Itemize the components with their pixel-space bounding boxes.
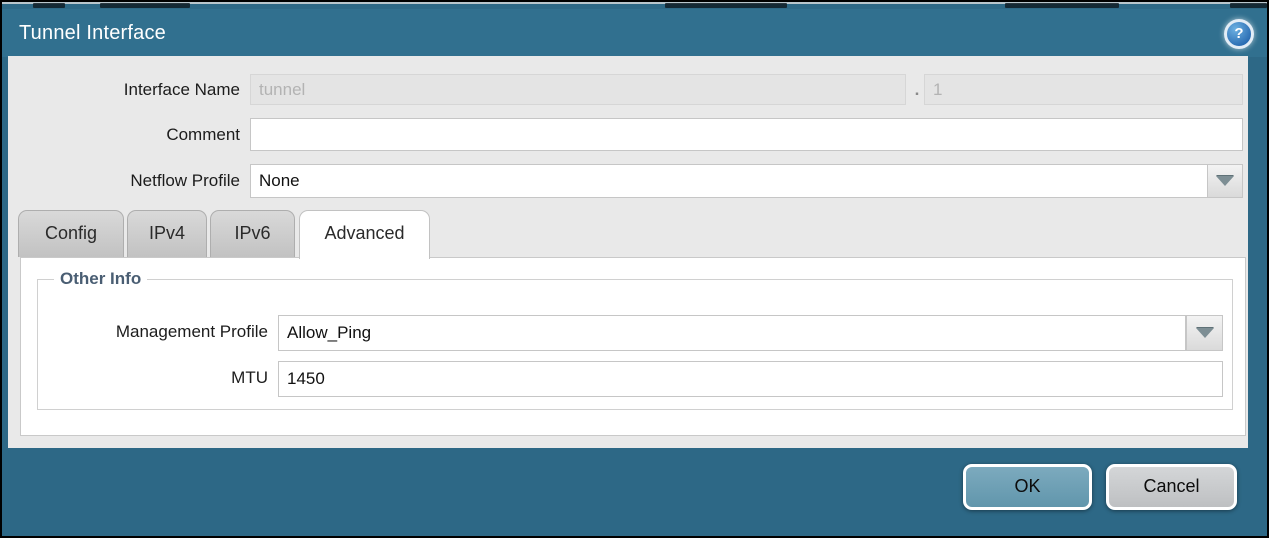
background-page-fragment bbox=[100, 3, 190, 8]
tab-config[interactable]: Config bbox=[18, 210, 124, 257]
cancel-button[interactable]: Cancel bbox=[1106, 464, 1237, 510]
chevron-down-icon bbox=[1195, 328, 1214, 338]
management-profile-dropdown-button[interactable] bbox=[1186, 315, 1223, 351]
tab-advanced[interactable]: Advanced bbox=[299, 210, 430, 259]
advanced-tab-panel: Other Info Management Profile MTU bbox=[20, 257, 1246, 436]
netflow-profile-input[interactable] bbox=[250, 164, 1208, 198]
netflow-profile-label: Netflow Profile bbox=[130, 171, 240, 190]
background-page-fragment bbox=[33, 3, 65, 8]
dialog-body: Interface Name . Comment Netflow Profile… bbox=[8, 56, 1248, 448]
interface-name-separator: . bbox=[914, 80, 920, 99]
comment-label: Comment bbox=[166, 125, 240, 144]
management-profile-label: Management Profile bbox=[115, 322, 268, 341]
other-info-legend: Other Info bbox=[54, 269, 148, 289]
interface-name-suffix-input bbox=[924, 74, 1243, 105]
help-icon[interactable]: ? bbox=[1224, 19, 1254, 49]
mtu-input[interactable] bbox=[278, 361, 1223, 397]
background-page-fragment bbox=[1230, 3, 1267, 8]
ok-button[interactable]: OK bbox=[963, 464, 1092, 510]
comment-input[interactable] bbox=[250, 118, 1243, 151]
other-info-fieldset: Other Info bbox=[37, 269, 1233, 410]
interface-name-input bbox=[250, 74, 906, 105]
background-page-fragment bbox=[665, 3, 787, 8]
background-page-fragment bbox=[1005, 3, 1119, 8]
management-profile-input[interactable] bbox=[278, 315, 1186, 351]
dialog-title: Tunnel Interface bbox=[19, 22, 166, 44]
chevron-down-icon bbox=[1216, 176, 1234, 186]
mtu-label: MTU bbox=[231, 368, 268, 387]
netflow-profile-dropdown-button[interactable] bbox=[1207, 164, 1243, 198]
background-page-edge bbox=[2, 2, 1267, 4]
tab-ipv6[interactable]: IPv6 bbox=[210, 210, 295, 257]
dialog-titlebar: Tunnel Interface ? bbox=[2, 9, 1267, 57]
tab-ipv4[interactable]: IPv4 bbox=[127, 210, 207, 257]
interface-name-label: Interface Name bbox=[123, 80, 240, 99]
